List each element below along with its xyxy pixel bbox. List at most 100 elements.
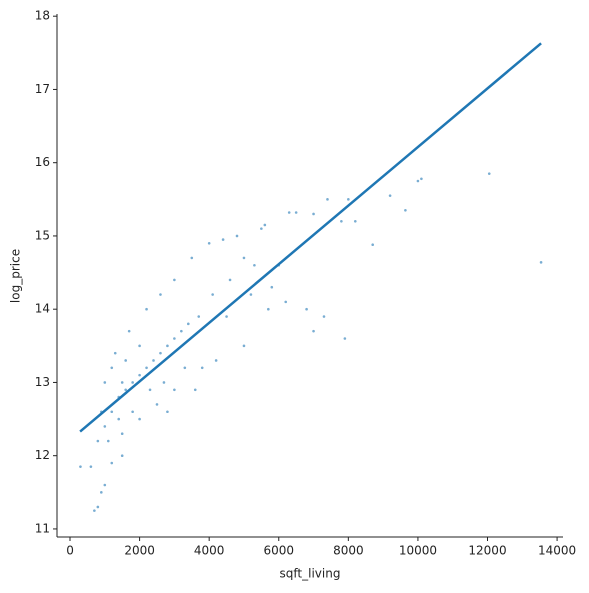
point	[96, 439, 100, 443]
y-tick-label: 15	[35, 228, 50, 242]
x-axis-label: sqft_living	[280, 567, 341, 581]
point	[416, 179, 420, 183]
point	[103, 425, 107, 428]
point	[131, 410, 134, 414]
point	[242, 256, 246, 260]
point	[173, 388, 176, 392]
point	[487, 172, 491, 175]
point	[89, 465, 93, 468]
x-tick-label: 0	[66, 544, 74, 558]
point	[228, 278, 232, 282]
x-tick-label: 14000	[538, 544, 576, 558]
point	[187, 322, 190, 326]
y-tick-label: 17	[35, 82, 50, 96]
x-tick-label: 12000	[468, 544, 506, 558]
regression-line	[79, 42, 542, 433]
point	[110, 366, 114, 370]
point	[235, 234, 239, 238]
point	[93, 509, 96, 512]
point	[260, 227, 263, 230]
point	[120, 381, 124, 384]
point	[159, 351, 162, 355]
point	[180, 329, 183, 333]
point	[120, 432, 124, 436]
point	[284, 300, 288, 304]
point	[340, 219, 343, 223]
point	[249, 293, 253, 296]
point	[183, 366, 187, 370]
y-tick-label: 11	[35, 521, 50, 535]
point	[305, 307, 308, 311]
y-tick-label: 13	[35, 375, 50, 389]
point	[263, 223, 267, 227]
point	[138, 344, 141, 348]
point	[322, 315, 326, 318]
point	[388, 194, 392, 197]
x-tick-label: 4000	[194, 544, 225, 558]
point	[166, 410, 169, 414]
point	[193, 388, 197, 392]
point	[242, 344, 246, 348]
point	[79, 465, 82, 468]
point	[253, 263, 256, 267]
point	[207, 241, 211, 245]
point	[117, 417, 121, 421]
point	[173, 278, 176, 282]
point	[343, 337, 347, 340]
point	[312, 212, 315, 216]
point	[173, 337, 176, 340]
point	[103, 381, 107, 384]
point	[138, 373, 141, 377]
point	[326, 198, 329, 201]
point	[124, 359, 127, 362]
x-tick-label: 2000	[124, 544, 155, 558]
point	[96, 505, 100, 509]
point	[106, 439, 110, 443]
point	[312, 329, 315, 333]
x-tick-label: 6000	[263, 544, 294, 558]
point	[145, 366, 148, 370]
y-tick-label: 12	[35, 448, 50, 462]
point	[166, 344, 169, 348]
y-tick-label: 16	[35, 155, 50, 169]
point	[225, 315, 228, 318]
point	[190, 256, 194, 260]
point	[103, 483, 107, 487]
point	[124, 388, 127, 392]
point	[294, 211, 298, 214]
point	[162, 381, 166, 384]
point	[159, 293, 162, 296]
point	[371, 243, 374, 247]
point	[211, 293, 214, 296]
point	[131, 381, 134, 384]
point	[100, 491, 103, 494]
point	[420, 177, 423, 181]
point	[353, 219, 357, 223]
point	[197, 315, 201, 318]
point	[267, 307, 270, 311]
x-tick-label: 10000	[399, 544, 437, 558]
point	[110, 461, 114, 465]
x-tick-label: 8000	[333, 544, 364, 558]
point	[221, 238, 225, 241]
point	[214, 359, 218, 362]
point	[347, 198, 350, 201]
point	[155, 403, 159, 406]
point	[127, 329, 131, 333]
point	[120, 454, 124, 457]
point	[287, 211, 291, 214]
point	[539, 261, 543, 264]
point	[113, 351, 117, 355]
point	[404, 209, 407, 212]
point	[200, 366, 204, 370]
point	[148, 388, 152, 392]
y-tick-label: 14	[35, 302, 50, 316]
point	[145, 307, 148, 311]
y-axis-label: log_price	[9, 249, 23, 303]
y-tick-label: 18	[35, 9, 50, 23]
point	[152, 359, 155, 362]
point	[270, 285, 274, 289]
point	[110, 410, 114, 414]
point	[138, 417, 141, 421]
